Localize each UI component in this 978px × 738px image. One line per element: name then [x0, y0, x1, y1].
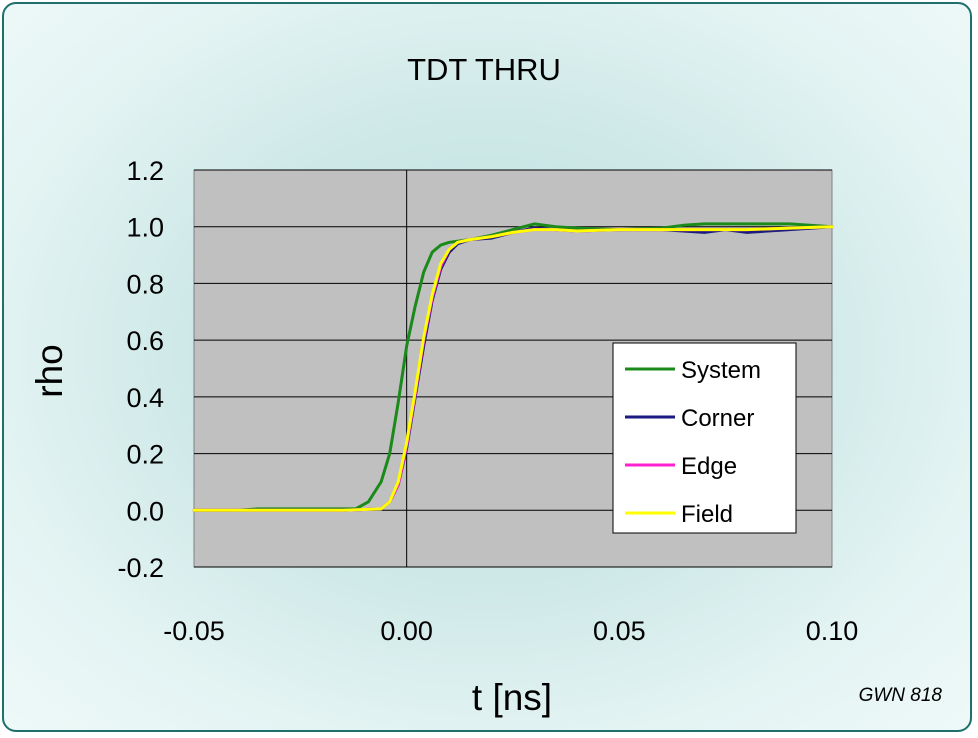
x-tick-label: -0.05: [163, 616, 225, 646]
y-tick-label: 0.2: [126, 440, 164, 470]
legend-label-system: System: [681, 357, 761, 384]
y-tick-label: 0.0: [126, 496, 164, 526]
legend-label-corner: Corner: [681, 405, 754, 432]
x-axis-title: t [ns]: [472, 677, 552, 718]
x-tick-label: 0.10: [806, 616, 859, 646]
x-tick-label: 0.00: [380, 616, 433, 646]
y-tick-label: 0.8: [126, 269, 164, 299]
y-tick-label: 1.2: [126, 156, 164, 186]
legend-box: [612, 342, 797, 534]
watermark-label: GWN 818: [859, 685, 943, 706]
y-tick-labels: -0.2 0.0 0.2 0.4 0.6 0.8 1.0 1.2: [117, 156, 164, 583]
legend-label-field: Field: [681, 501, 733, 528]
series-line-system: [192, 222, 834, 512]
y-tick-label: 1.0: [126, 213, 164, 243]
series-line-field: [192, 225, 834, 512]
y-tick-label: -0.2: [117, 553, 164, 583]
y-tick-label: 0.4: [126, 383, 164, 413]
y-axis-title: rho: [29, 344, 70, 397]
series-lines: [192, 222, 834, 512]
legend: System Corner Edge Field: [612, 342, 797, 534]
x-tick-labels: -0.05 0.00 0.05 0.10: [163, 616, 858, 646]
legend-label-edge: Edge: [681, 453, 737, 480]
x-tick-label: 0.05: [593, 616, 646, 646]
y-tick-label: 0.6: [126, 326, 164, 356]
chart-title: TDT THRU: [407, 52, 561, 87]
chart: TDT THRU -0.2 0.0 0.2 0.4 0.6 0.8 1.0 1.2 -0.05…: [29, 52, 943, 718]
